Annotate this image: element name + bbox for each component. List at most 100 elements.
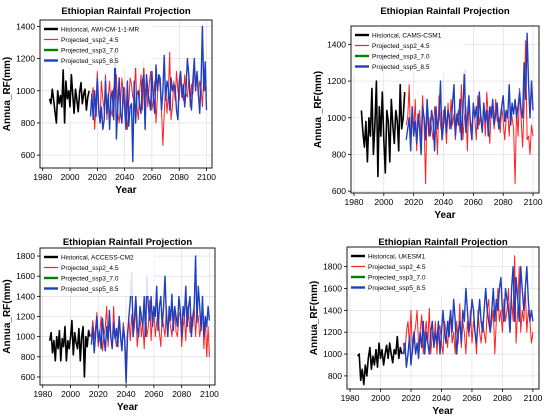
y-tick-label: 1200 — [323, 327, 342, 337]
x-tick-label: 2040 — [432, 393, 451, 403]
x-tick-label: 2040 — [117, 389, 136, 399]
series-line-historical — [357, 335, 403, 386]
y-tick-label: 1000 — [327, 113, 346, 123]
y-tick-label: 800 — [21, 118, 35, 128]
legend-label-ssp5_8.5: Projected_ssp5_8.5 — [372, 64, 430, 71]
x-tick-label: 2060 — [462, 393, 481, 403]
y-tick-label: 800 — [328, 371, 342, 381]
y-tick-label: 600 — [21, 150, 35, 160]
legend-box — [42, 250, 154, 296]
x-tick-label: 1980 — [341, 393, 360, 403]
y-tick-label: 1200 — [327, 76, 346, 86]
legend-label-ssp3_7.0: Projected_ssp3_7.0 — [372, 53, 430, 60]
series-line-ssp5_8.5 — [90, 255, 211, 384]
x-axis-label: Year — [432, 406, 453, 417]
legend-label-historical: Historical, AWI-CM-1-1-MR — [61, 26, 139, 33]
x-tick-label: 1980 — [345, 197, 364, 207]
chart-title: Ethiopian Rainfall Projection — [63, 237, 193, 248]
x-tick-label: 2100 — [200, 389, 219, 399]
legend-label-ssp5_8.5: Projected_ssp5_8.5 — [61, 58, 119, 65]
legend-box — [353, 28, 465, 74]
y-axis-label: Annua_RF(mm) — [2, 57, 13, 131]
legend-label-ssp5_8.5: Projected_ssp5_8.5 — [61, 286, 119, 293]
series-line-ssp5_8.5 — [402, 266, 534, 368]
x-tick-label: 2060 — [144, 389, 163, 399]
chart-panel-awi: Ethiopian Rainfall Projection 1980 2000 202… — [0, 0, 275, 209]
chart-title: Ethiopian Rainfall Projection — [380, 6, 510, 17]
legend-label-historical: Historical, UKESM1 — [368, 253, 425, 260]
y-axis-label: Annua _RF(mm) — [313, 71, 324, 148]
x-tick-label: 2000 — [61, 389, 80, 399]
x-tick-label: 2060 — [464, 197, 483, 207]
chart-access: Ethiopian Rainfall Projection 1980 2000 202… — [2, 237, 219, 413]
x-tick-label: 2100 — [197, 172, 216, 182]
legend-box — [42, 22, 154, 68]
chart-panel-cams: Ethiopian Rainfall Projection 1980 2000 202… — [275, 0, 550, 221]
legend-label-ssp3_7.0: Projected_ssp3_7.0 — [61, 47, 119, 54]
plot-frame — [346, 246, 540, 390]
x-axis-label: Year — [117, 402, 138, 413]
y-tick-label: 1400 — [16, 21, 35, 31]
series-line-historical — [48, 69, 90, 124]
x-tick-label: 2040 — [115, 172, 134, 182]
legend-box — [349, 249, 461, 295]
y-tick-label: 1000 — [323, 349, 342, 359]
legend-label-historical: Historical, CAMS-CSM1 — [372, 32, 442, 39]
x-tick-label: 2080 — [494, 197, 513, 207]
y-tick-label: 1400 — [323, 305, 342, 315]
y-tick-label: 1600 — [323, 284, 342, 294]
chart-panel-access: Ethiopian Rainfall Projection 1980 2000 202… — [0, 209, 275, 418]
y-tick-label: 1200 — [16, 54, 35, 64]
y-tick-label: 800 — [332, 149, 346, 159]
legend-label-ssp3_7.0: Projected_ssp3_7.0 — [61, 275, 119, 282]
series-line-historical — [48, 319, 91, 378]
y-tick-label: 800 — [21, 352, 35, 362]
chart-cams: Ethiopian Rainfall Projection 1980 2000 202… — [313, 6, 543, 221]
legend-label-ssp2_4.5: Projected_ssp2_4.5 — [368, 264, 426, 271]
chart-title: Ethiopian Rainfall Projection — [61, 6, 191, 17]
legend-label-ssp2_4.5: Projected_ssp2_4.5 — [372, 43, 430, 50]
y-tick-label: 600 — [332, 186, 346, 196]
y-tick-label: 1000 — [16, 86, 35, 96]
plot-frame — [39, 19, 213, 169]
x-tick-label: 1980 — [33, 389, 52, 399]
y-tick-label: 1800 — [323, 262, 342, 272]
y-tick-label: 1800 — [16, 251, 35, 261]
x-axis-label: Year — [115, 185, 136, 196]
x-tick-label: 2080 — [493, 393, 512, 403]
plot-frame — [350, 25, 540, 194]
y-tick-label: 1400 — [327, 39, 346, 49]
y-tick-label: 600 — [21, 372, 35, 382]
x-tick-label: 2060 — [142, 172, 161, 182]
series-line-ssp5_8.5 — [89, 25, 208, 163]
series-line-ssp5_8.5 — [405, 32, 534, 156]
x-axis-label: Year — [434, 210, 455, 221]
x-tick-label: 2000 — [371, 393, 390, 403]
x-tick-label: 2020 — [89, 389, 108, 399]
x-tick-label: 1980 — [33, 172, 52, 182]
y-tick-label: 1400 — [16, 291, 35, 301]
chart-ukesm: Ethiopian Rainfall Projection 1980 2000 202… — [309, 237, 543, 417]
y-tick-label: 1000 — [16, 332, 35, 342]
legend-label-historical: Historical, ACCESS-CM2 — [61, 254, 134, 261]
x-tick-label: 2100 — [523, 393, 542, 403]
legend-label-ssp3_7.0: Projected_ssp3_7.0 — [368, 274, 426, 281]
legend-label-ssp5_8.5: Projected_ssp5_8.5 — [368, 285, 426, 292]
x-tick-label: 2020 — [404, 197, 423, 207]
legend-label-ssp2_4.5: Projected_ssp2_4.5 — [61, 37, 119, 44]
chart-awi: Ethiopian Rainfall Projection 1980 2000 202… — [2, 6, 216, 196]
x-tick-label: 2080 — [170, 172, 189, 182]
legend-label-ssp2_4.5: Projected_ssp2_4.5 — [61, 265, 119, 272]
series-line-historical — [360, 80, 406, 178]
x-tick-label: 2000 — [61, 172, 80, 182]
x-tick-label: 2000 — [374, 197, 393, 207]
y-tick-label: 1600 — [16, 271, 35, 281]
y-axis-label: Annua_RF(mm) — [309, 281, 320, 355]
chart-title: Ethiopian Rainfall Projection — [378, 237, 508, 248]
x-tick-label: 2020 — [402, 393, 421, 403]
y-tick-label: 1200 — [16, 312, 35, 322]
x-tick-label: 2040 — [434, 197, 453, 207]
x-tick-label: 2020 — [88, 172, 107, 182]
x-tick-label: 2080 — [172, 389, 191, 399]
chart-panel-ukesm: Ethiopian Rainfall Projection 1980 2000 202… — [275, 209, 550, 418]
